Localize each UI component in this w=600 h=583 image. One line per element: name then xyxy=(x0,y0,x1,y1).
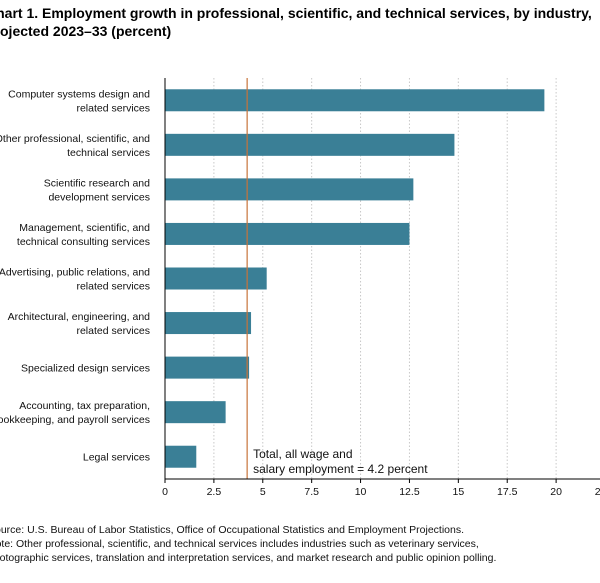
note-line-1: Note: Other professional, scientific, an… xyxy=(0,538,479,550)
x-tick-label: 7.5 xyxy=(304,486,319,498)
bar xyxy=(165,312,252,335)
bar xyxy=(165,356,250,379)
category-label: related services xyxy=(76,102,150,114)
category-label: Advertising, public relations, and xyxy=(0,267,150,279)
category-label: related services xyxy=(76,325,150,337)
x-tick-label: 20 xyxy=(550,486,562,498)
category-label: Specialized design services xyxy=(21,363,150,375)
x-tick-label: 10 xyxy=(355,486,367,498)
category-label: Other professional, scientific, and xyxy=(0,133,150,145)
reference-label: Total, all wage and xyxy=(253,447,352,461)
x-tick-label: 15 xyxy=(452,486,464,498)
category-label: bookkeeping, and payroll services xyxy=(0,414,150,426)
note-line-2: photographic services, translation and i… xyxy=(0,552,497,564)
bar xyxy=(165,89,545,112)
category-label: Architectural, engineering, and xyxy=(8,311,151,323)
category-label: technical services xyxy=(67,147,150,159)
x-tick-label: 22.5 xyxy=(595,486,600,498)
category-label: technical consulting services xyxy=(17,236,150,248)
bar xyxy=(165,178,414,201)
chart-title: Chart 1. Employment growth in profession… xyxy=(0,5,592,39)
bar xyxy=(165,267,267,290)
x-tick-label: 17.5 xyxy=(497,486,518,498)
category-label: Scientific research and xyxy=(44,177,150,189)
category-label: Management, scientific, and xyxy=(19,222,150,234)
x-tick-label: 12.5 xyxy=(399,486,420,498)
x-tick-label: 2.5 xyxy=(207,486,222,498)
x-tick-label: 5 xyxy=(260,486,266,498)
bar xyxy=(165,133,455,156)
category-label: related services xyxy=(76,281,150,293)
bar xyxy=(165,401,226,424)
category-label: Accounting, tax preparation, xyxy=(19,400,150,412)
bar xyxy=(165,445,197,468)
reference-label: salary employment = 4.2 percent xyxy=(253,462,428,476)
category-label: Computer systems design and xyxy=(8,88,150,100)
category-label: Legal services xyxy=(83,452,150,464)
category-label: development services xyxy=(48,191,150,203)
x-tick-label: 0 xyxy=(162,486,168,498)
source-note: Source: U.S. Bureau of Labor Statistics,… xyxy=(0,524,465,536)
bar xyxy=(165,222,410,245)
